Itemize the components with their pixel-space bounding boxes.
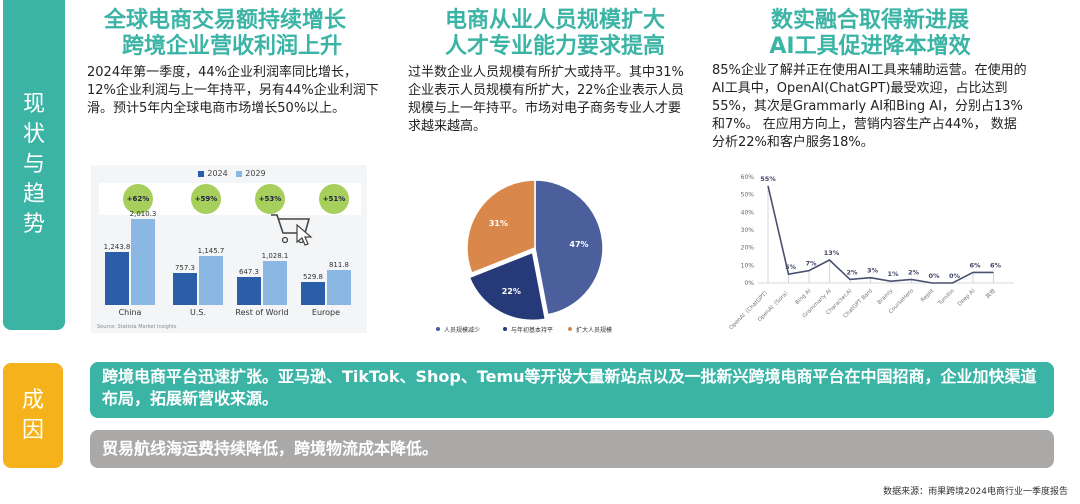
bar-category-label: Rest of World	[235, 308, 289, 317]
bar-value-label: 529.8	[302, 273, 324, 282]
x-tick-label: Brainly	[877, 288, 895, 306]
col3-paragraph: 85%企业了解并正在使用AI工具来辅助运营。在使用的AI工具中，OpenAI(C…	[712, 63, 1027, 150]
legend-swatch-2029	[236, 170, 243, 177]
line-value-label: 55%	[760, 175, 776, 183]
bar-value-label: 1,145.7	[197, 247, 225, 255]
ecommerce-bar-chart: 2024 2029 Source: Statista Market Insigh…	[91, 165, 367, 333]
bar-chart-source: Source: Statista Market Insights	[97, 324, 177, 330]
bar-2024	[237, 277, 261, 305]
col1-heading-line1: 全球电商交易额持续增长	[103, 8, 346, 33]
line-value-label: 13%	[824, 249, 840, 257]
pie-legend-dot	[436, 327, 440, 331]
col3-heading: 数实融合取得新进展 AI工具促进降本增效	[740, 8, 1000, 60]
col3-heading-line2: AI工具促进降本增效	[769, 34, 971, 59]
x-tick-label: Bing AI	[794, 288, 812, 306]
legend-label-2029: 2029	[245, 169, 266, 178]
bar-category-label: Europe	[311, 308, 341, 317]
status-trend-tab: 现状与趋势	[3, 0, 65, 330]
reason-platform-expansion: 跨境电商平台迅速扩张。亚马逊、TikTok、Shop、Temu等开设大量新站点以…	[90, 362, 1054, 418]
status-trend-label: 现状与趋势	[22, 92, 45, 237]
ai-tools-line-chart: 0% 10% 20% 30% 40% 50% 60% 55% OpenAI（ChatGPT） 5%…	[728, 174, 1014, 331]
bar-chart-legend: 2024 2029	[91, 169, 367, 178]
col2-paragraph: 过半数企业人员规模有所扩大或持平。其中31%企业表示人员规模有所扩大，22%企业…	[408, 65, 684, 134]
line-value-label: 6%	[990, 261, 1002, 269]
pie-legend-dot	[503, 327, 507, 331]
growth-badge: +62%	[123, 184, 153, 214]
data-source-footer: 数据来源：雨果跨境2024电商行业一季度报告	[883, 487, 1068, 497]
legend-swatch-2024	[198, 170, 205, 177]
bar-category-label: China	[118, 308, 142, 317]
line-value-label: 2%	[908, 268, 920, 276]
line-value-label: 0%	[949, 272, 961, 280]
bar-value-label: 1,028.1	[261, 252, 289, 261]
bar-value-label: 811.8	[328, 261, 350, 270]
pie-value-label: 31%	[489, 219, 508, 228]
pie-value-label: 47%	[569, 240, 588, 249]
bar-2024	[105, 251, 129, 305]
bar-value-label: 1,243.8	[103, 242, 131, 251]
col2-heading-line2: 人才专业能力要求提高	[444, 34, 665, 59]
bar-2029	[131, 219, 155, 305]
col1-heading-line2: 跨境企业营收利润上升	[121, 34, 342, 59]
y-tick-label: 20%	[741, 245, 755, 252]
line-value-label: 3%	[867, 267, 879, 275]
staff-pie-chart: 47% 22% 31% 人员规模减少 与年初基本持平 扩大人员规模	[436, 179, 612, 334]
bar-category-label: U.S.	[189, 308, 207, 317]
bar-value-label: 647.3	[238, 268, 260, 277]
x-tick-label: Tumitin	[937, 288, 957, 308]
col2-heading: 电商从业人员规模扩大 人才专业能力要求提高	[420, 8, 690, 60]
y-tick-label: 0%	[744, 280, 754, 287]
pie-legend-label: 扩大人员规模	[576, 326, 612, 334]
line-value-label: 5%	[785, 263, 797, 271]
growth-badge: +51%	[319, 184, 349, 214]
col3-heading-line1: 数实融合取得新进展	[770, 8, 969, 33]
line-value-label: 7%	[805, 260, 817, 268]
line-value-label: 2%	[846, 268, 858, 276]
col1-paragraph: 2024年第一季度，44%企业利润率同比增长，12%企业利润与上一年持平，另有4…	[87, 65, 379, 116]
x-tick-label: Deep AI	[957, 288, 977, 308]
pie-value-label: 22%	[502, 287, 521, 296]
y-tick-label: 30%	[741, 227, 755, 234]
col2-heading-line1: 电商从业人员规模扩大	[444, 8, 665, 33]
pie-slice	[534, 179, 604, 316]
y-tick-label: 10%	[741, 262, 755, 269]
growth-badge: +59%	[191, 184, 221, 214]
line-value-label: 0%	[928, 272, 940, 280]
y-tick-label: 40%	[741, 209, 755, 216]
ai-usage-line	[767, 185, 994, 284]
bar-2024	[301, 282, 325, 305]
pie-legend-dot	[568, 327, 572, 331]
x-tick-label: OpenAI（ChatGPT）	[728, 287, 771, 331]
shopping-cart-icon	[271, 214, 313, 246]
pie-legend-label: 人员规模减少	[444, 326, 480, 334]
bar-2029	[327, 270, 351, 305]
bar-value-label: 2,010.3	[129, 210, 157, 218]
bar-value-label: 757.3	[174, 263, 196, 272]
bar-2029	[199, 256, 223, 305]
bar-2029	[263, 261, 287, 305]
line-value-label: 6%	[969, 261, 981, 269]
growth-badge: +53%	[255, 184, 285, 214]
col1-heading: 全球电商交易额持续增长 跨境企业营收利润上升	[80, 8, 370, 60]
pie-legend-label: 与年初基本持平	[511, 326, 553, 334]
legend-label-2024: 2024	[207, 169, 228, 178]
y-tick-label: 60%	[741, 174, 755, 181]
x-tick-label: Replit	[920, 288, 936, 304]
reason-logistics-cost: 贸易航线海运费持续降低，跨境物流成本降低。	[90, 430, 1054, 468]
pie-slice	[466, 179, 536, 275]
x-tick-label: 其他	[983, 286, 997, 300]
pie-slice	[468, 251, 547, 322]
cause-tab: 成因	[3, 363, 63, 468]
y-tick-label: 50%	[741, 192, 755, 199]
bar-2024	[173, 272, 197, 305]
line-value-label: 1%	[887, 270, 899, 278]
cause-label: 成因	[21, 387, 44, 443]
